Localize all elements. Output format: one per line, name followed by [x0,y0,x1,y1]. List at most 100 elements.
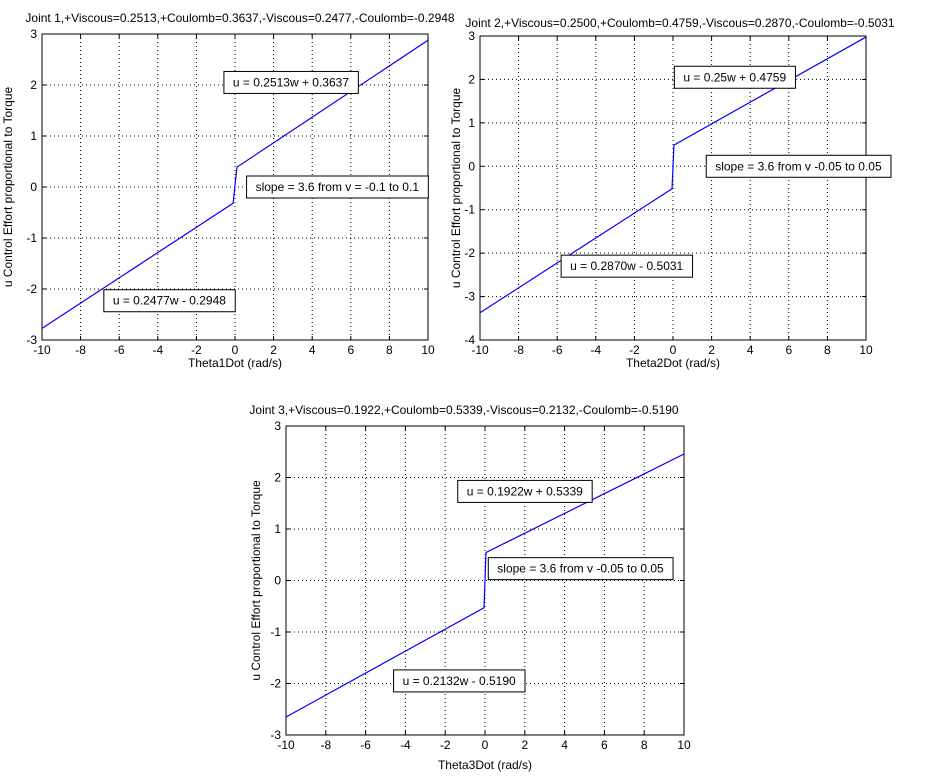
annotation: u = 0.25w + 0.4759 [673,65,796,89]
x-tick-label: 2 [521,738,528,752]
x-tick-label: -8 [75,343,86,357]
y-tick-label: -2 [26,282,37,296]
y-tick-label: -2 [464,246,475,260]
x-tick-label: -10 [471,343,489,357]
y-tick-label: 1 [30,129,37,143]
x-axis-label: Theta3Dot (rad/s) [438,758,532,772]
x-tick-label: -6 [552,343,563,357]
joint-1-chart: -10 -8 -6 -4 -2 0 2 4 6 8 10 3 2 1 0 -1 -2 -3 u = 0.2513w … [0,0,463,370]
x-tick-label: -8 [513,343,524,357]
y-tick-label: -1 [464,203,475,217]
x-tick-label: 4 [561,738,568,752]
x-tick-label: -6 [114,343,125,357]
annotation: slope = 3.6 from v = -0.1 to 0.1 [246,175,429,199]
x-tick-label: -10 [277,738,295,752]
annotation: u = 0.2513w + 0.3637 [223,70,359,94]
y-tick-label: 1 [274,522,281,536]
annotation: slope = 3.6 from v -0.05 to 0.05 [487,557,674,581]
x-tick-label: 10 [421,343,435,357]
y-axis-label: u Control Effort proportional to Torque [249,480,263,681]
y-tick-label: 2 [274,471,281,485]
x-tick-label: 4 [309,343,316,357]
x-tick-label: 6 [601,738,608,752]
y-axis-label: u Control Effort proportional to Torque [449,88,463,289]
annotation-label: u = 0.2870w - 0.5031 [570,259,683,273]
annotation-box [673,65,796,89]
annotation: u = 0.2477w - 0.2948 [103,289,236,313]
y-axis-label: u Control Effort proportional to Torque [1,87,15,288]
x-tick-label: -10 [33,343,51,357]
annotation-label: u = 0.2513w + 0.3637 [233,75,349,89]
x-tick-label: 8 [386,343,393,357]
chart-title: Joint 2,+Viscous=0.2500,+Coulomb=0.4759,… [465,16,895,30]
x-tick-label: -2 [629,343,640,357]
x-tick-label: 6 [347,343,354,357]
x-tick-label: 0 [670,343,677,357]
x-tick-label: 8 [824,343,831,357]
plot-frame [285,425,685,736]
annotation: u = 0.2132w - 0.5190 [393,669,526,693]
annotation-box [246,175,429,199]
y-tick-label: 0 [274,574,281,588]
x-tick-label: -2 [440,738,451,752]
joint-3-chart: -10 -8 -6 -4 -2 0 2 4 6 8 10 3 2 1 0 -1 -2 -3 u = 0.1922w … [220,392,700,774]
annotation-label: u = 0.1922w + 0.5339 [467,484,583,498]
y-tick-label: -1 [26,231,37,245]
plot-frame [479,35,867,341]
y-tick-label: 1 [468,116,475,130]
annotation-box [457,479,593,503]
annotation-box [393,669,526,693]
annotation-box [223,70,359,94]
y-tick-label: -2 [270,677,281,691]
annotation-label: slope = 3.6 from v -0.05 to 0.05 [715,159,882,173]
x-tick-label: -4 [590,343,601,357]
x-tick-label: 10 [859,343,873,357]
chart-title: Joint 1,+Viscous=0.2513,+Coulomb=0.3637,… [25,11,455,25]
annotation-label: u = 0.25w + 0.4759 [683,70,786,84]
x-tick-label: 2 [270,343,277,357]
y-tick-label: 3 [468,29,475,43]
annotation-box [705,154,892,178]
annotation-box [560,254,694,278]
x-tick-label: 0 [482,738,489,752]
x-tick-label: -8 [320,738,331,752]
y-tick-label: 0 [468,159,475,173]
y-tick-label: -3 [464,290,475,304]
friction-model-line [285,453,685,718]
x-tick-label: -4 [400,738,411,752]
x-tick-label: -2 [191,343,202,357]
annotation-box [487,557,674,581]
x-tick-label: -6 [360,738,371,752]
x-axis-label: Theta1Dot (rad/s) [188,356,282,370]
annotation-box [103,289,236,313]
friction-model-line [41,39,429,329]
y-tick-label: -3 [270,728,281,742]
y-tick-label: -1 [270,625,281,639]
y-tick-label: 3 [30,27,37,41]
friction-model-line [479,36,867,314]
x-tick-label: 0 [232,343,239,357]
x-tick-label: 10 [677,738,691,752]
y-tick-label: -4 [464,333,475,347]
y-tick-label: -3 [26,333,37,347]
annotation-label: slope = 3.6 from v -0.05 to 0.05 [497,562,664,576]
y-tick-label: 0 [30,180,37,194]
y-tick-label: 2 [468,72,475,86]
x-tick-label: 8 [641,738,648,752]
annotation-label: slope = 3.6 from v = -0.1 to 0.1 [256,180,420,194]
annotation: slope = 3.6 from v -0.05 to 0.05 [705,154,892,178]
x-axis-label: Theta2Dot (rad/s) [626,356,720,370]
y-tick-label: 3 [274,419,281,433]
annotation: u = 0.2870w - 0.5031 [560,254,694,278]
x-tick-label: 4 [747,343,754,357]
x-tick-label: 6 [785,343,792,357]
joint-2-chart: -10 -8 -6 -4 -2 0 2 4 6 8 10 3 2 1 0 -1 -2 -3 -4 u = 0.25w … [440,0,927,370]
x-tick-label: 2 [708,343,715,357]
x-tick-label: -4 [152,343,163,357]
chart-title: Joint 3,+Viscous=0.1922,+Coulomb=0.5339,… [249,403,679,417]
annotation: u = 0.1922w + 0.5339 [457,479,593,503]
annotation-label: u = 0.2132w - 0.5190 [403,674,516,688]
